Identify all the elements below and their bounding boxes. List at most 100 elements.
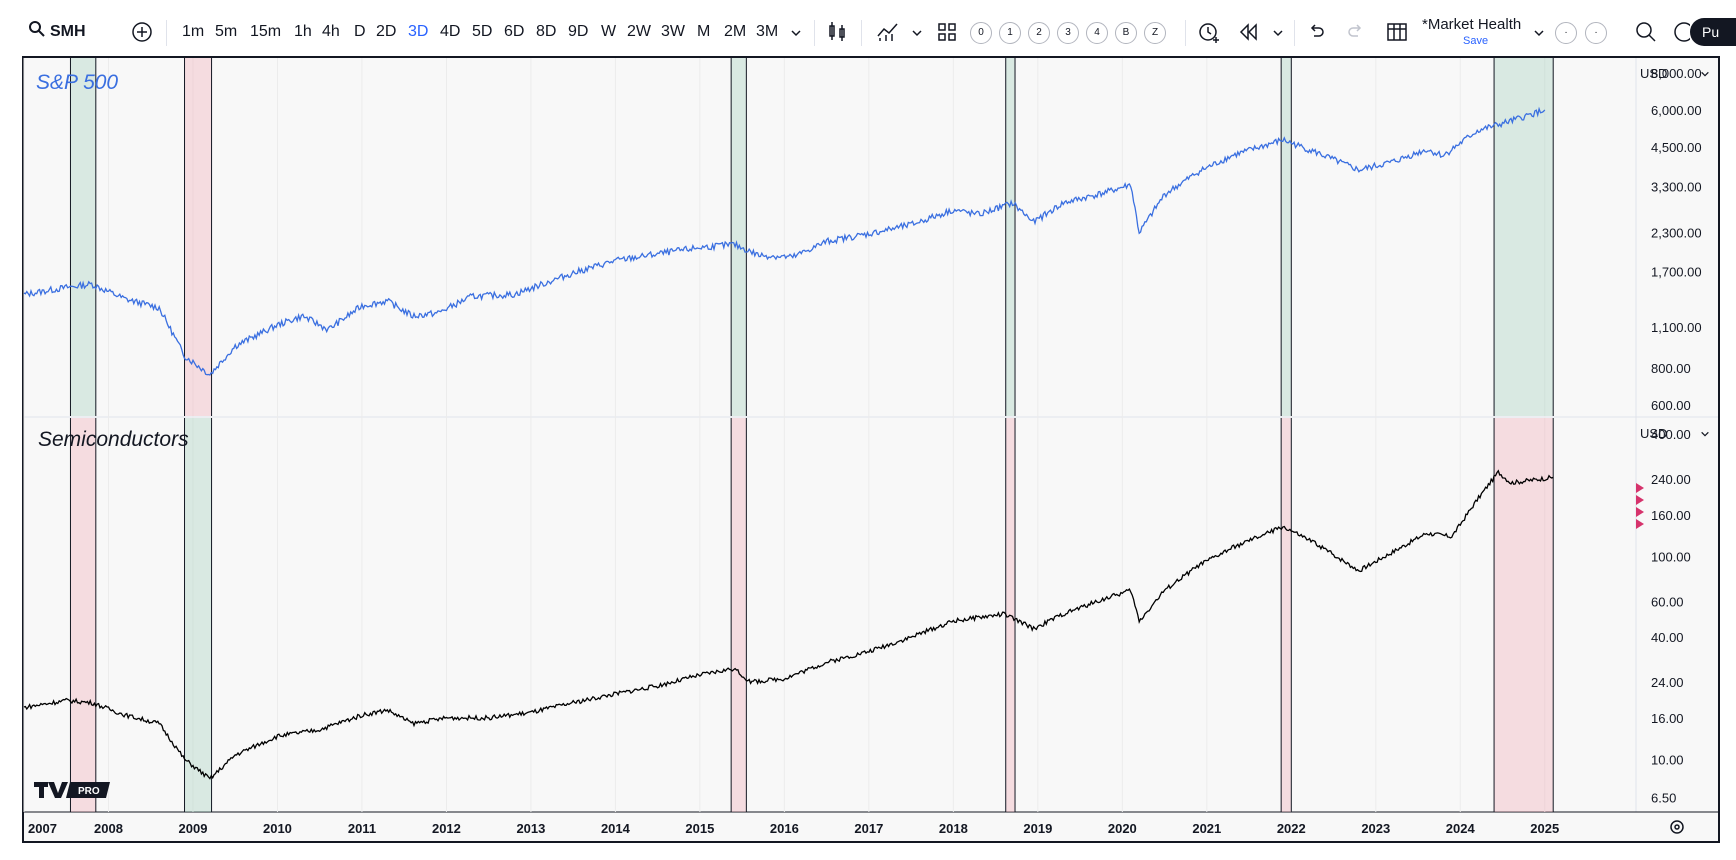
interval-1m[interactable]: 1m [182, 23, 205, 40]
chevron-down-icon[interactable] [1700, 430, 1710, 438]
year-label: 2018 [939, 821, 968, 836]
interval-4h[interactable]: 4h [322, 23, 340, 40]
publish-button[interactable]: Pu [1690, 18, 1736, 46]
chevron-down-icon[interactable] [911, 28, 923, 38]
layouts-icon[interactable] [937, 22, 957, 42]
interval-1h[interactable]: 1h [294, 23, 312, 40]
price-tick-label: 4,500.00 [1651, 140, 1702, 155]
interval-15m[interactable]: 15m [250, 23, 282, 40]
interval-w[interactable]: W [601, 23, 617, 40]
search-icon[interactable] [28, 20, 46, 38]
year-label: 2020 [1108, 821, 1137, 836]
interval-2m[interactable]: 2M [724, 23, 747, 40]
price-tick-label: 1,100.00 [1651, 320, 1702, 335]
price-tick-label: 400.00 [1651, 427, 1691, 442]
interval-3m[interactable]: 3M [756, 23, 779, 40]
price-tick-label: 800.00 [1651, 361, 1691, 376]
drawing-button-2[interactable]: 2 [1028, 22, 1050, 44]
interval-4d[interactable]: 4D [440, 23, 461, 40]
chevron-down-icon[interactable] [790, 28, 802, 38]
interval-9d[interactable]: 9D [568, 23, 589, 40]
drawing-button-4[interactable]: 4 [1086, 22, 1108, 44]
shaded-period [1494, 418, 1554, 812]
alert-icon[interactable] [1197, 20, 1221, 44]
shaded-period [184, 418, 212, 812]
chevron-down-icon[interactable] [1272, 28, 1284, 38]
price-tick-label: 24.00 [1651, 675, 1684, 690]
price-tick-label: 8,000.00 [1651, 66, 1702, 81]
settings-icon[interactable] [1670, 20, 1690, 44]
interval-d[interactable]: D [354, 23, 366, 40]
interval-2d[interactable]: 2D [376, 23, 397, 40]
price-tick-label: 3,300.00 [1651, 180, 1702, 195]
price-tick-label: 160.00 [1651, 508, 1691, 523]
interval-6d[interactable]: 6D [504, 23, 525, 40]
add-symbol-icon[interactable] [131, 21, 153, 43]
top-currency-select[interactable]: USD [1640, 66, 1668, 81]
svg-text:PRO: PRO [78, 786, 100, 797]
year-label: 2021 [1192, 821, 1221, 836]
table-icon[interactable] [1386, 21, 1408, 43]
dot-button[interactable]: · [1555, 22, 1577, 44]
interval-3w[interactable]: 3W [661, 23, 685, 40]
shaded-period [1494, 58, 1554, 416]
interval-3d[interactable]: 3D [408, 23, 429, 40]
bottom-currency-select[interactable]: USD [1640, 426, 1668, 441]
interval-5d[interactable]: 5D [472, 23, 493, 40]
redo-icon [1348, 24, 1362, 37]
layout-save-link[interactable]: Save [1463, 35, 1489, 47]
year-label: 2009 [179, 821, 208, 836]
price-tick-label: 240.00 [1651, 472, 1691, 487]
interval-5m[interactable]: 5m [215, 23, 238, 40]
year-label: 2012 [432, 821, 461, 836]
year-label: 2011 [348, 821, 376, 836]
year-label: 2014 [601, 821, 631, 836]
year-label: 2007 [28, 821, 57, 836]
zoom-icon[interactable] [1634, 20, 1658, 44]
drawing-button-0[interactable]: 0 [970, 22, 992, 44]
top-toolbar: SMH 1m 5m 15m 1h 4h D 2D 3D 4D 5D 6D 8D 9D W 2W 3W M 2M 3M… [0, 0, 1736, 56]
shaded-period [731, 418, 747, 812]
shaded-period [184, 58, 212, 416]
chevron-down-icon[interactable] [1700, 70, 1710, 78]
price-tick-label: 100.00 [1651, 549, 1691, 564]
dot-button[interactable]: · [1585, 22, 1607, 44]
drawing-button-3[interactable]: 3 [1057, 22, 1079, 44]
candles-icon[interactable] [826, 20, 848, 44]
price-tick-label: 2,300.00 [1651, 226, 1702, 241]
price-marker [1636, 507, 1644, 517]
indicators-icon[interactable] [876, 20, 900, 44]
year-label: 2025 [1530, 821, 1559, 836]
interval-2w[interactable]: 2W [627, 23, 651, 40]
symbol-name[interactable]: SMH [50, 23, 86, 40]
settings-icon[interactable] [1668, 818, 1686, 836]
interval-m[interactable]: M [697, 23, 711, 40]
year-label: 2024 [1446, 821, 1476, 836]
year-label: 2008 [94, 821, 123, 836]
year-label: 2015 [685, 821, 714, 836]
shaded-period [1281, 418, 1292, 812]
drawing-button-1[interactable]: 1 [999, 22, 1021, 44]
year-label: 2013 [516, 821, 545, 836]
layout-name[interactable]: *Market Health [1422, 16, 1522, 33]
price-tick-label: 6,000.00 [1651, 103, 1702, 118]
year-label: 2023 [1361, 821, 1390, 836]
price-tick-label: 600.00 [1651, 398, 1691, 413]
drawing-button-z[interactable]: Z [1144, 22, 1166, 44]
year-label: 2016 [770, 821, 799, 836]
replay-icon[interactable] [1238, 22, 1260, 42]
interval-8d[interactable]: 8D [536, 23, 557, 40]
drawing-button-b[interactable]: B [1115, 22, 1137, 44]
price-tick-label: 6.50 [1651, 790, 1676, 805]
toolbar-separator [1185, 20, 1186, 46]
chevron-down-icon[interactable] [1533, 28, 1545, 38]
shaded-period [70, 58, 96, 416]
year-label: 2019 [1023, 821, 1052, 836]
year-label: 2017 [854, 821, 883, 836]
tradingview-logo: PRO [34, 782, 110, 798]
shaded-period [1281, 58, 1292, 416]
undo-icon[interactable] [1306, 22, 1326, 42]
shaded-period [731, 58, 747, 416]
bottom-pane-title: Semiconductors [38, 428, 189, 451]
